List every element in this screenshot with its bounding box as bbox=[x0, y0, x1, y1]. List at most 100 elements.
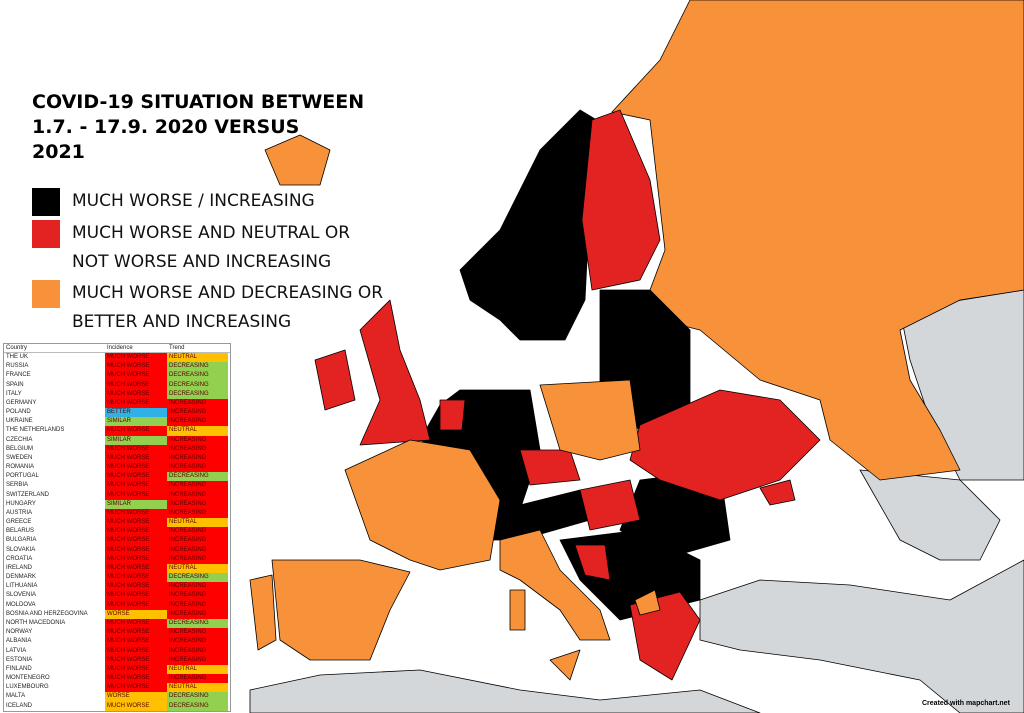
table-row: CZECHIA SIMILAR INCREASING bbox=[4, 435, 230, 445]
table-row: FRANCE MUCH WORSE DECREASING bbox=[4, 371, 230, 381]
table-row: SERBIA MUCH WORSE INCREASING bbox=[4, 481, 230, 491]
status-cell: MUCH WORSE bbox=[105, 674, 167, 684]
country-cell: GREECE bbox=[6, 519, 32, 526]
status-cell: MUCH WORSE bbox=[105, 518, 167, 528]
table-row: DENMARK MUCH WORSE DECREASING bbox=[4, 573, 230, 583]
country-cell: THE UK bbox=[6, 354, 29, 360]
table-row: MOLDOVA MUCH WORSE INCREASING bbox=[4, 600, 230, 610]
table-row: MONTENEGRO MUCH WORSE INCREASING bbox=[4, 674, 230, 684]
status-cell: DECREASING bbox=[167, 618, 228, 629]
other-land bbox=[249, 289, 1024, 713]
status-cell: INCREASING bbox=[167, 453, 228, 464]
status-cell: MUCH WORSE bbox=[105, 664, 167, 675]
country-cell: SERBIA bbox=[6, 482, 29, 489]
country-cell: CROATIA bbox=[6, 555, 33, 562]
status-cell: MUCH WORSE bbox=[105, 618, 167, 629]
status-cell: SIMILAR bbox=[105, 499, 167, 509]
status-cell: MUCH WORSE bbox=[105, 380, 167, 390]
table-row: NORWAY MUCH WORSE INCREASING bbox=[4, 628, 230, 638]
status-cell: DECREASING bbox=[167, 472, 228, 482]
table-row: ALBANIA MUCH WORSE INCREASING bbox=[4, 637, 230, 647]
table-row: ROMANIA MUCH WORSE INCREASING bbox=[4, 463, 230, 473]
table-row: ESTONIA MUCH WORSE INCREASING bbox=[4, 655, 230, 665]
country-cell: ITALY bbox=[6, 390, 22, 397]
status-cell: INCREASING bbox=[167, 508, 228, 519]
status-cell: MUCH WORSE bbox=[105, 426, 167, 436]
country-cell: HUNGARY bbox=[6, 500, 36, 507]
table-row: BELGIUM MUCH WORSE INCREASING bbox=[4, 444, 230, 454]
status-cell: NEUTRAL bbox=[167, 353, 228, 363]
status-cell: MUCH WORSE bbox=[105, 591, 167, 601]
country-cell: LITHUANIA bbox=[6, 583, 38, 590]
table-row: SLOVAKIA MUCH WORSE INCREASING bbox=[4, 545, 230, 555]
status-cell: MUCH WORSE bbox=[105, 463, 167, 473]
table-row: GREECE MUCH WORSE NEUTRAL bbox=[4, 518, 230, 528]
country-cell: ROMANIA bbox=[6, 464, 35, 471]
credit: Created with mapchart.net bbox=[922, 700, 1011, 707]
table-row: MALTA WORSE DECREASING bbox=[4, 692, 230, 702]
title-line: 1.7. - 17.9. 2020 VERSUS bbox=[32, 116, 299, 138]
table-row: BULGARIA MUCH WORSE INCREASING bbox=[4, 536, 230, 546]
table-row: SLOVENIA MUCH WORSE INCREASING bbox=[4, 591, 230, 601]
status-cell: INCREASING bbox=[167, 655, 228, 665]
table-row: HUNGARY SIMILAR INCREASING bbox=[4, 499, 230, 509]
status-cell: DECREASING bbox=[167, 362, 228, 372]
status-cell: MUCH WORSE bbox=[105, 362, 167, 372]
table-row: IRELAND MUCH WORSE NEUTRAL bbox=[4, 563, 230, 574]
status-cell: MUCH WORSE bbox=[105, 527, 167, 537]
status-cell: MUCH WORSE bbox=[105, 481, 167, 491]
status-cell: NEUTRAL bbox=[167, 664, 228, 675]
country-cell: RUSSIA bbox=[6, 363, 29, 370]
status-cell: INCREASING bbox=[167, 646, 228, 656]
legend-label: NOT WORSE AND INCREASING bbox=[72, 252, 331, 272]
status-cell: MUCH WORSE bbox=[105, 453, 167, 464]
table-row: BOSNIA AND HERZEGOVINA WORSE INCREASING bbox=[4, 609, 230, 619]
status-cell: DECREASING bbox=[167, 573, 228, 583]
title-line: 2021 bbox=[32, 141, 85, 163]
status-cell: MUCH WORSE bbox=[105, 637, 167, 647]
country-cell: UKRAINE bbox=[6, 418, 33, 425]
table-row: CROATIA MUCH WORSE INCREASING bbox=[4, 554, 230, 564]
status-cell: BETTER bbox=[105, 408, 167, 418]
table-row: FINLAND MUCH WORSE NEUTRAL bbox=[4, 664, 230, 675]
status-cell: MUCH WORSE bbox=[105, 490, 167, 500]
country-cell: BULGARIA bbox=[6, 537, 37, 544]
table-row: GERMANY MUCH WORSE INCREASING bbox=[4, 398, 230, 409]
status-cell: NEUTRAL bbox=[167, 563, 228, 574]
status-cell: MUCH WORSE bbox=[105, 582, 167, 592]
status-cell: MUCH WORSE bbox=[105, 398, 167, 409]
country-cell: BOSNIA AND HERZEGOVINA bbox=[6, 610, 88, 617]
status-cell: DECREASING bbox=[167, 701, 228, 711]
status-cell: INCREASING bbox=[167, 591, 228, 601]
status-cell: INCREASING bbox=[167, 582, 228, 592]
status-cell: SIMILAR bbox=[105, 435, 167, 445]
status-cell: INCREASING bbox=[167, 435, 228, 445]
status-cell: DECREASING bbox=[167, 380, 228, 390]
country-cell: BELARUS bbox=[6, 528, 35, 535]
status-cell: WORSE bbox=[105, 692, 167, 702]
country-cell: MALTA bbox=[6, 693, 26, 700]
country-cell: MOLDOVA bbox=[6, 601, 36, 608]
status-cell: INCREASING bbox=[167, 674, 228, 684]
status-cell: INCREASING bbox=[167, 408, 228, 418]
status-cell: INCREASING bbox=[167, 481, 228, 491]
country-cell: FRANCE bbox=[6, 372, 31, 379]
table-row: LATVIA MUCH WORSE INCREASING bbox=[4, 646, 230, 656]
status-cell: INCREASING bbox=[167, 527, 228, 537]
status-cell: NEUTRAL bbox=[167, 426, 228, 436]
country-cell: ALBANIA bbox=[6, 638, 32, 645]
country-cell: CZECHIA bbox=[6, 436, 33, 443]
status-cell: DECREASING bbox=[167, 389, 228, 399]
status-cell: MUCH WORSE bbox=[105, 389, 167, 399]
status-cell: INCREASING bbox=[167, 609, 228, 619]
status-cell: MUCH WORSE bbox=[105, 646, 167, 656]
table-row: PORTUGAL MUCH WORSE DECREASING bbox=[4, 472, 230, 482]
status-cell: INCREASING bbox=[167, 536, 228, 546]
title-line: COVID-19 SITUATION BETWEEN bbox=[32, 91, 364, 113]
table-row: SWITZERLAND MUCH WORSE INCREASING bbox=[4, 490, 230, 500]
status-cell: MUCH WORSE bbox=[105, 573, 167, 583]
table-row: POLAND BETTER INCREASING bbox=[4, 408, 230, 418]
status-cell: INCREASING bbox=[167, 554, 228, 564]
